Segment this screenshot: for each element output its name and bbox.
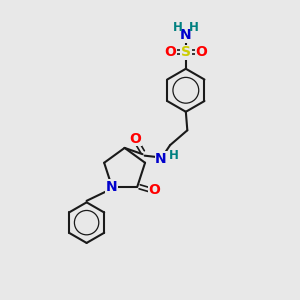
Text: N: N [106,180,118,194]
Text: O: O [164,45,176,59]
Text: H: H [189,21,199,34]
Text: O: O [148,183,160,197]
Text: H: H [169,148,178,162]
Text: N: N [155,152,167,166]
Text: H: H [172,21,182,34]
Text: N: N [180,28,192,42]
Text: O: O [129,132,141,146]
Text: O: O [195,45,207,59]
Text: S: S [181,45,191,59]
